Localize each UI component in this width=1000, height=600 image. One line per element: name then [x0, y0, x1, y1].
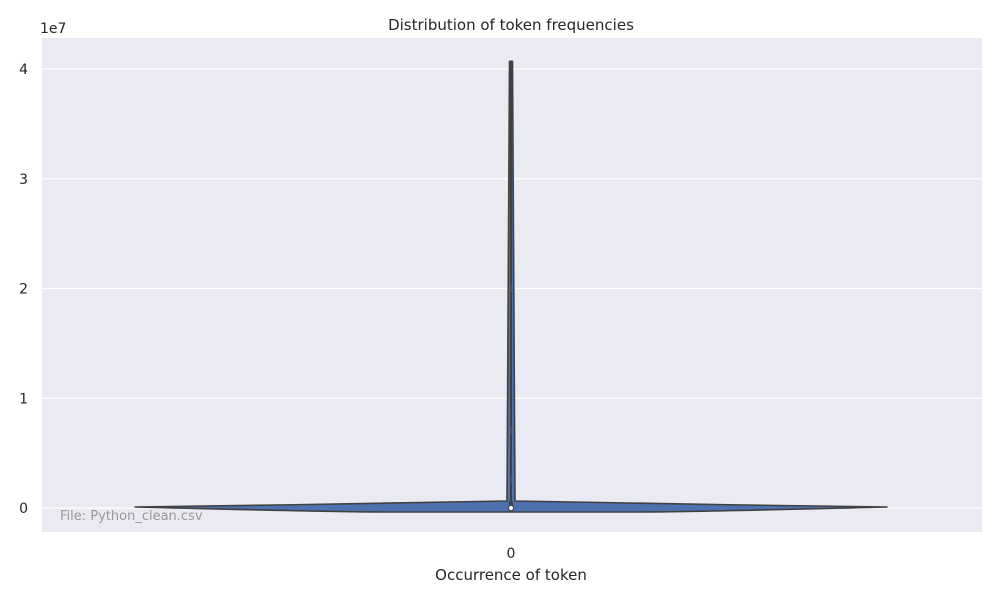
x-axis-ticks: 0 — [507, 546, 516, 562]
y-tick-label: 4 — [19, 62, 28, 78]
violin-median-point — [507, 504, 515, 512]
y-tick-label: 3 — [19, 172, 28, 188]
violin-density-bump — [509, 475, 513, 484]
chart-title: Distribution of token frequencies — [388, 16, 634, 34]
y-axis-ticks: 0 1 2 3 4 — [19, 62, 28, 517]
y-axis-offset-label: 1e7 — [40, 21, 66, 37]
x-axis-label: Occurrence of token — [435, 566, 587, 584]
violin-density-bump — [509, 426, 513, 435]
y-tick-label: 2 — [19, 282, 28, 298]
y-tick-label: 0 — [19, 501, 28, 517]
violin-density-bump — [509, 284, 513, 293]
y-tick-label: 1 — [19, 391, 28, 407]
file-annotation: File: Python_clean.csv — [60, 509, 203, 524]
violin-group — [134, 60, 888, 513]
x-tick-label: 0 — [507, 546, 516, 562]
